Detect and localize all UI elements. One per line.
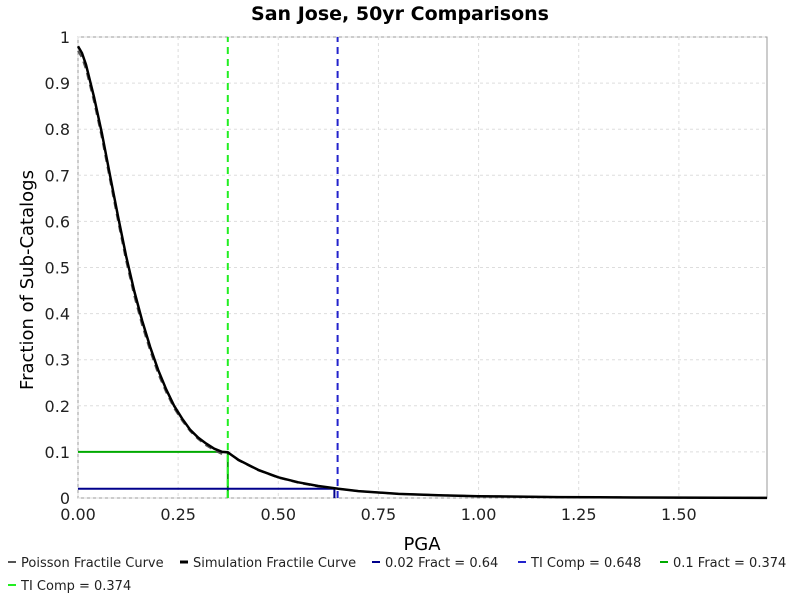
y-tick-label: 1	[60, 28, 70, 47]
y-axis-title: Fraction of Sub-Catalogs	[17, 170, 38, 390]
y-tick-label: 0.6	[45, 212, 70, 231]
x-tick-label: 0.00	[60, 505, 96, 524]
y-tick-label: 0.3	[45, 351, 70, 370]
x-axis-title: PGA	[403, 534, 441, 555]
x-tick-label: 0.75	[361, 505, 397, 524]
y-tick-label: 0.5	[45, 259, 70, 278]
legend-label-5: TI Comp = 0.374	[20, 579, 131, 594]
series-group	[76, 37, 768, 500]
chart-title: San Jose, 50yr Comparisons	[251, 3, 549, 25]
y-tick-label: 0.1	[45, 443, 70, 462]
y-tick-label: 0.4	[45, 305, 70, 324]
x-tick-label: 0.50	[260, 505, 296, 524]
x-tick-label: 1.00	[461, 505, 497, 524]
x-tick-label: 1.25	[561, 505, 597, 524]
tick-labels: 0.00 0.25 0.50 0.75 1.00 1.25 1.50 0 0.1 0.2 0.3 0.…	[45, 28, 697, 524]
legend-label-0: Poisson Fractile Curve	[21, 556, 164, 571]
legend: Poisson Fractile Curve Simulation Fractil…	[8, 556, 786, 594]
y-tick-label: 0.9	[45, 74, 70, 93]
y-tick-label: 0.8	[45, 120, 70, 139]
x-tick-label: 1.50	[661, 505, 697, 524]
legend-label-3: TI Comp = 0.648	[530, 556, 641, 571]
legend-label-4: 0.1 Fract = 0.374	[673, 556, 786, 571]
y-tick-label: 0.7	[45, 166, 70, 185]
x-tick-label: 0.25	[160, 505, 196, 524]
y-tick-label: 0.2	[45, 397, 70, 416]
y-tick-label: 0	[60, 489, 70, 508]
grid	[77, 36, 767, 499]
legend-label-1: Simulation Fractile Curve	[193, 556, 356, 571]
legend-label-2: 0.02 Fract = 0.64	[385, 556, 498, 571]
series-line-1	[76, 45, 768, 500]
